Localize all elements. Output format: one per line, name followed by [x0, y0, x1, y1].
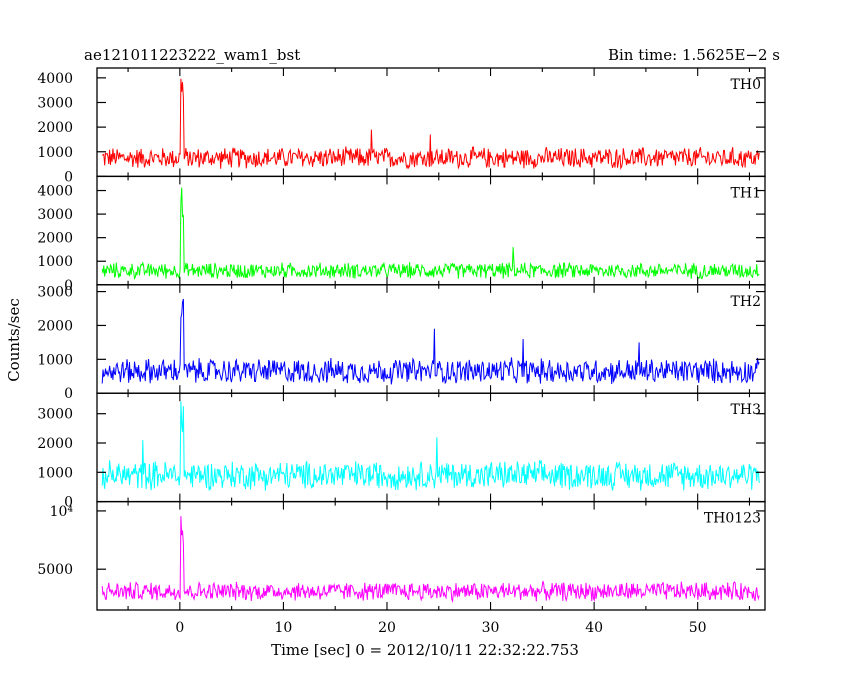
- chart-title-right: Bin time: 1.5625E−2 s: [608, 46, 780, 64]
- panel-frame: [96, 392, 766, 503]
- panel-th3: 0 1000 2000 3000 TH3: [37, 392, 766, 511]
- y-tick-label: 1000: [37, 465, 73, 481]
- y-tick-label: 2000: [37, 120, 73, 136]
- series-line-th0123: [101, 516, 760, 603]
- series-line-th0: [101, 78, 760, 170]
- x-tick-label: 30: [482, 620, 500, 636]
- x-tick-label: 20: [378, 620, 396, 636]
- panel-th0123: 5000 10⁴ TH0123: [37, 500, 766, 611]
- panel-frame: [96, 284, 766, 394]
- y-tick-label: 1000: [37, 254, 73, 270]
- y-tick-label: 2000: [37, 436, 73, 452]
- y-tick-label: 3000: [37, 95, 73, 111]
- y-tick-label: 0: [64, 495, 73, 511]
- panel-th1: 0 1000 2000 3000 4000 TH1: [37, 175, 766, 294]
- series-line-th3: [101, 401, 760, 491]
- y-tick-label: 2000: [37, 231, 73, 247]
- y-tick-label: 5000: [37, 562, 73, 578]
- y-tick-label: 4000: [37, 184, 73, 200]
- y-tick-label: 1000: [37, 352, 73, 368]
- y-tick-label: 3000: [37, 407, 73, 423]
- panel-frame: [96, 500, 766, 611]
- series-line-th2: [101, 298, 760, 385]
- y-tick-label: 3000: [37, 285, 73, 301]
- y-tick-label: 1000: [37, 145, 73, 161]
- y-tick-label: 10⁴: [50, 504, 74, 520]
- panel-label: TH2: [731, 294, 761, 310]
- chart-title-left: ae121011223222_wam1_bst: [84, 46, 300, 64]
- y-tick-label: 0: [64, 278, 73, 294]
- y-tick-label: 3000: [37, 207, 73, 223]
- x-tick-label: 0: [175, 620, 184, 636]
- y-tick-label: 4000: [37, 71, 73, 87]
- x-tick-label: 50: [689, 620, 707, 636]
- y-tick-label: 0: [64, 386, 73, 402]
- panel-label: TH0123: [704, 511, 761, 527]
- y-tick-label: 2000: [37, 318, 73, 334]
- y-axis-label: Counts/sec: [5, 298, 23, 382]
- panel-label: TH0: [731, 77, 761, 93]
- y-tick-label: 0: [64, 169, 73, 185]
- x-tick-label: 10: [275, 620, 293, 636]
- panel-th2: 0 1000 2000 3000 TH2: [37, 284, 766, 402]
- panel-th0: 0 1000 2000 3000 4000 TH0: [37, 67, 766, 185]
- panel-label: TH1: [731, 185, 761, 201]
- x-axis-label: Time [sec] 0 = 2012/10/11 22:32:22.753: [271, 641, 579, 659]
- series-line-th1: [101, 187, 760, 280]
- panel-label: TH3: [731, 402, 761, 418]
- x-tick-label: 40: [585, 620, 603, 636]
